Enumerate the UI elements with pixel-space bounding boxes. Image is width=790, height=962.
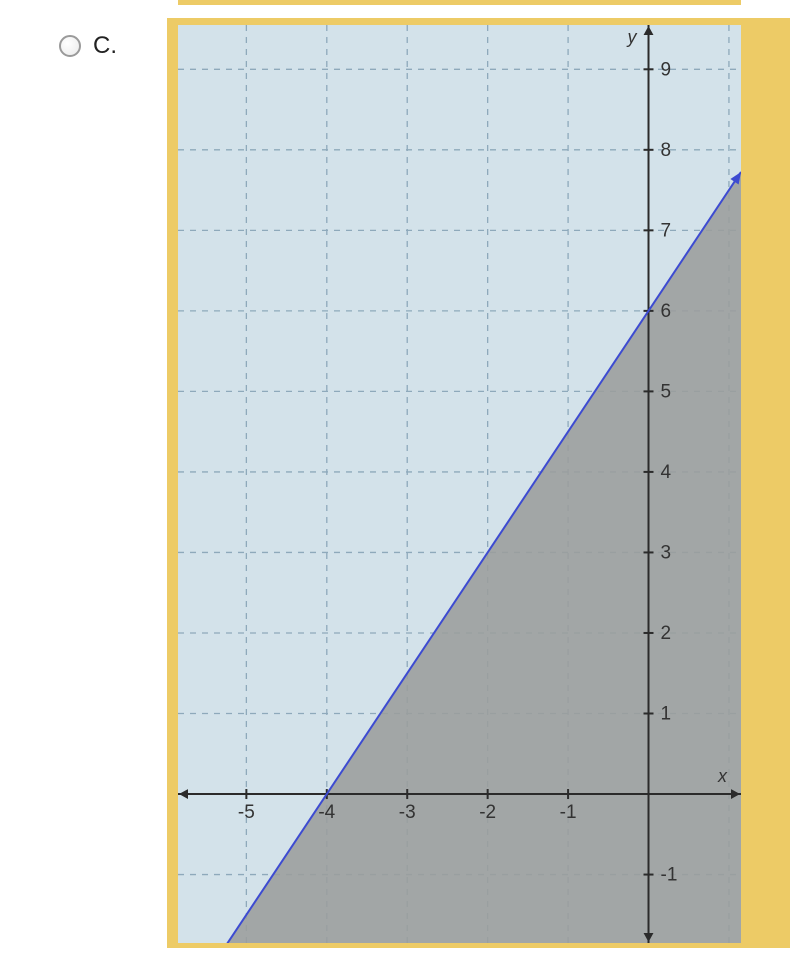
svg-text:9: 9 [661, 59, 672, 80]
svg-text:3: 3 [661, 542, 672, 563]
chart-frame: -5 -4 -3 -2 -1 -1 1 2 3 4 5 6 7 8 9 x y [167, 18, 790, 948]
svg-text:y: y [626, 27, 638, 47]
radio-button-c[interactable] [59, 35, 81, 57]
svg-text:-1: -1 [661, 865, 678, 886]
svg-text:-1: -1 [560, 802, 577, 823]
svg-text:1: 1 [661, 704, 672, 725]
svg-text:-5: -5 [238, 802, 255, 823]
option-c-row[interactable]: C. [59, 32, 117, 60]
chart-plot-area: -5 -4 -3 -2 -1 -1 1 2 3 4 5 6 7 8 9 x y [178, 25, 741, 943]
svg-text:2: 2 [661, 623, 672, 644]
frame-top-strip [178, 0, 741, 5]
svg-text:4: 4 [661, 462, 672, 483]
svg-text:6: 6 [661, 301, 672, 322]
svg-text:8: 8 [661, 140, 672, 161]
svg-text:5: 5 [661, 381, 672, 402]
svg-text:x: x [717, 766, 728, 786]
inequality-graph: -5 -4 -3 -2 -1 -1 1 2 3 4 5 6 7 8 9 x y [178, 25, 741, 943]
page-root: C. -5 -4 -3 -2 -1 -1 1 2 3 4 5 6 7 8 9 x y [0, 0, 790, 962]
svg-text:7: 7 [661, 220, 672, 241]
svg-text:-2: -2 [479, 802, 496, 823]
svg-text:-3: -3 [399, 802, 416, 823]
svg-text:-4: -4 [318, 802, 335, 823]
option-c-label: C. [93, 32, 117, 60]
